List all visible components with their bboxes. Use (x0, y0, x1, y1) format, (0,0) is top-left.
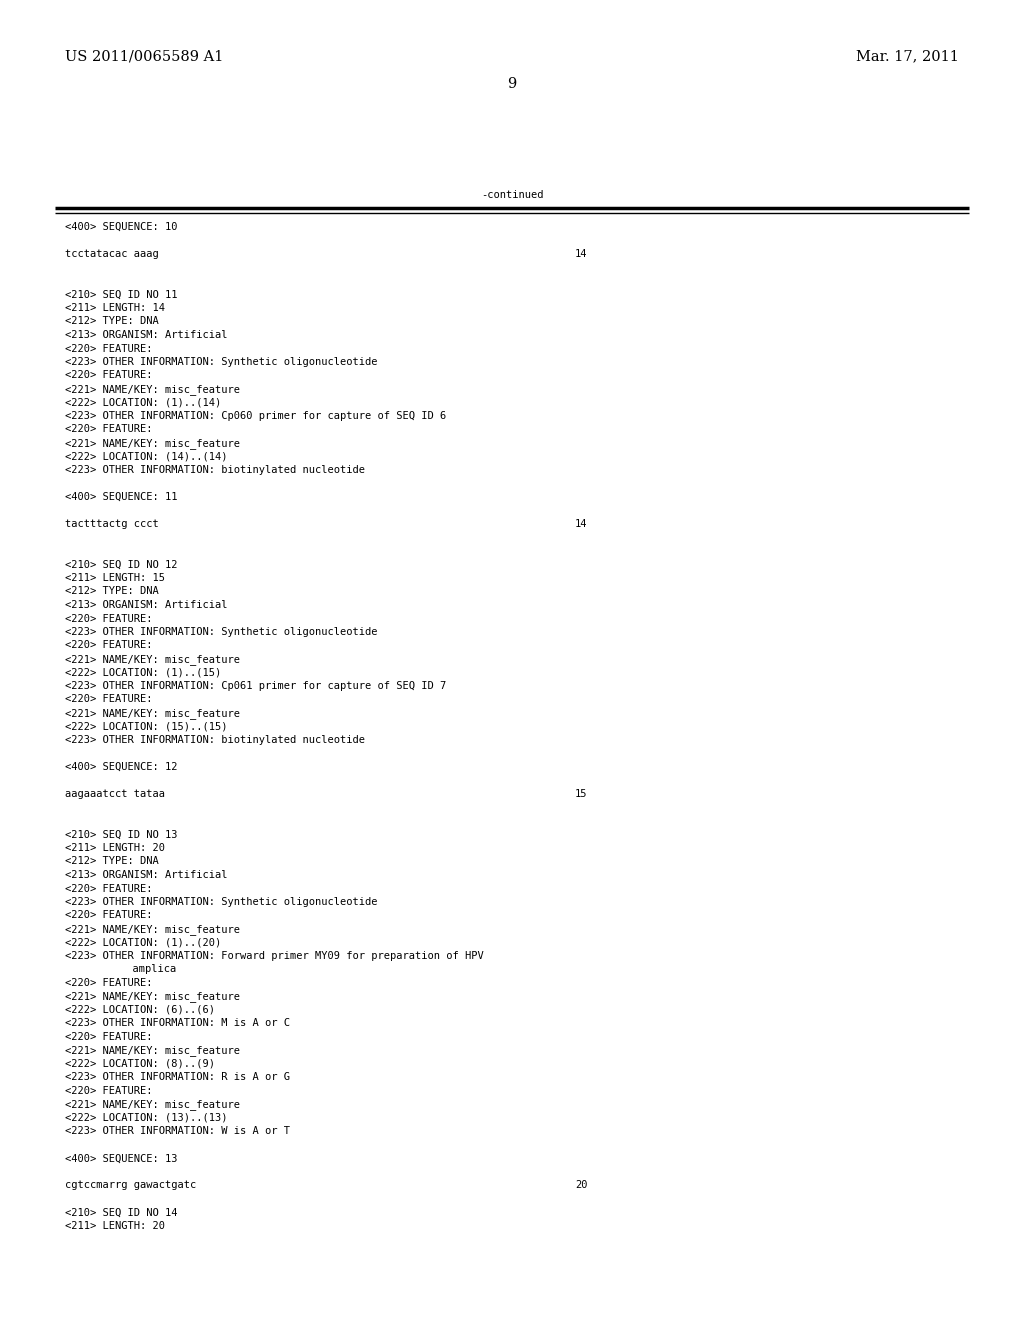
Text: <400> SEQUENCE: 10: <400> SEQUENCE: 10 (65, 222, 177, 232)
Text: <222> LOCATION: (13)..(13): <222> LOCATION: (13)..(13) (65, 1113, 227, 1123)
Text: <223> OTHER INFORMATION: Synthetic oligonucleotide: <223> OTHER INFORMATION: Synthetic oligo… (65, 356, 378, 367)
Text: cgtccmarrg gawactgatc: cgtccmarrg gawactgatc (65, 1180, 197, 1191)
Text: Mar. 17, 2011: Mar. 17, 2011 (856, 49, 959, 63)
Text: <220> FEATURE:: <220> FEATURE: (65, 425, 153, 434)
Text: <222> LOCATION: (8)..(9): <222> LOCATION: (8)..(9) (65, 1059, 215, 1069)
Text: 20: 20 (575, 1180, 588, 1191)
Text: 15: 15 (575, 789, 588, 799)
Text: <220> FEATURE:: <220> FEATURE: (65, 640, 153, 651)
Text: <221> NAME/KEY: misc_feature: <221> NAME/KEY: misc_feature (65, 1045, 240, 1056)
Text: <221> NAME/KEY: misc_feature: <221> NAME/KEY: misc_feature (65, 991, 240, 1002)
Text: tactttactg ccct: tactttactg ccct (65, 519, 159, 529)
Text: <223> OTHER INFORMATION: biotinylated nucleotide: <223> OTHER INFORMATION: biotinylated nu… (65, 465, 365, 475)
Text: US 2011/0065589 A1: US 2011/0065589 A1 (65, 49, 223, 63)
Text: <211> LENGTH: 20: <211> LENGTH: 20 (65, 843, 165, 853)
Text: <213> ORGANISM: Artificial: <213> ORGANISM: Artificial (65, 870, 227, 880)
Text: <223> OTHER INFORMATION: M is A or C: <223> OTHER INFORMATION: M is A or C (65, 1019, 290, 1028)
Text: <211> LENGTH: 14: <211> LENGTH: 14 (65, 304, 165, 313)
Text: <221> NAME/KEY: misc_feature: <221> NAME/KEY: misc_feature (65, 708, 240, 719)
Text: <222> LOCATION: (1)..(14): <222> LOCATION: (1)..(14) (65, 397, 221, 408)
Text: aagaaatcct tataa: aagaaatcct tataa (65, 789, 165, 799)
Text: <220> FEATURE:: <220> FEATURE: (65, 1086, 153, 1096)
Text: <220> FEATURE:: <220> FEATURE: (65, 371, 153, 380)
Text: <210> SEQ ID NO 12: <210> SEQ ID NO 12 (65, 560, 177, 569)
Text: <220> FEATURE:: <220> FEATURE: (65, 1032, 153, 1041)
Text: <210> SEQ ID NO 13: <210> SEQ ID NO 13 (65, 829, 177, 840)
Text: <222> LOCATION: (1)..(15): <222> LOCATION: (1)..(15) (65, 668, 221, 677)
Text: <222> LOCATION: (6)..(6): <222> LOCATION: (6)..(6) (65, 1005, 215, 1015)
Text: <211> LENGTH: 15: <211> LENGTH: 15 (65, 573, 165, 583)
Text: <212> TYPE: DNA: <212> TYPE: DNA (65, 857, 159, 866)
Text: <211> LENGTH: 20: <211> LENGTH: 20 (65, 1221, 165, 1232)
Text: <221> NAME/KEY: misc_feature: <221> NAME/KEY: misc_feature (65, 924, 240, 935)
Text: <221> NAME/KEY: misc_feature: <221> NAME/KEY: misc_feature (65, 653, 240, 665)
Text: <400> SEQUENCE: 13: <400> SEQUENCE: 13 (65, 1154, 177, 1163)
Text: <220> FEATURE:: <220> FEATURE: (65, 883, 153, 894)
Text: <223> OTHER INFORMATION: Synthetic oligonucleotide: <223> OTHER INFORMATION: Synthetic oligo… (65, 898, 378, 907)
Text: tcctatacac aaag: tcctatacac aaag (65, 249, 159, 259)
Text: <220> FEATURE:: <220> FEATURE: (65, 694, 153, 705)
Text: <221> NAME/KEY: misc_feature: <221> NAME/KEY: misc_feature (65, 438, 240, 449)
Text: <210> SEQ ID NO 14: <210> SEQ ID NO 14 (65, 1208, 177, 1217)
Text: <213> ORGANISM: Artificial: <213> ORGANISM: Artificial (65, 601, 227, 610)
Text: <223> OTHER INFORMATION: biotinylated nucleotide: <223> OTHER INFORMATION: biotinylated nu… (65, 735, 365, 744)
Text: <220> FEATURE:: <220> FEATURE: (65, 911, 153, 920)
Text: 14: 14 (575, 249, 588, 259)
Text: -continued: -continued (480, 190, 544, 201)
Text: <221> NAME/KEY: misc_feature: <221> NAME/KEY: misc_feature (65, 1100, 240, 1110)
Text: <223> OTHER INFORMATION: W is A or T: <223> OTHER INFORMATION: W is A or T (65, 1126, 290, 1137)
Text: <223> OTHER INFORMATION: Synthetic oligonucleotide: <223> OTHER INFORMATION: Synthetic oligo… (65, 627, 378, 638)
Text: amplica: amplica (95, 965, 176, 974)
Text: <220> FEATURE:: <220> FEATURE: (65, 343, 153, 354)
Text: <220> FEATURE:: <220> FEATURE: (65, 978, 153, 987)
Text: <212> TYPE: DNA: <212> TYPE: DNA (65, 586, 159, 597)
Text: <220> FEATURE:: <220> FEATURE: (65, 614, 153, 623)
Text: <210> SEQ ID NO 11: <210> SEQ ID NO 11 (65, 289, 177, 300)
Text: <223> OTHER INFORMATION: R is A or G: <223> OTHER INFORMATION: R is A or G (65, 1072, 290, 1082)
Text: <223> OTHER INFORMATION: Forward primer MY09 for preparation of HPV: <223> OTHER INFORMATION: Forward primer … (65, 950, 483, 961)
Text: <223> OTHER INFORMATION: Cp061 primer for capture of SEQ ID 7: <223> OTHER INFORMATION: Cp061 primer fo… (65, 681, 446, 690)
Text: 14: 14 (575, 519, 588, 529)
Text: <222> LOCATION: (15)..(15): <222> LOCATION: (15)..(15) (65, 722, 227, 731)
Text: <400> SEQUENCE: 12: <400> SEQUENCE: 12 (65, 762, 177, 772)
Text: <223> OTHER INFORMATION: Cp060 primer for capture of SEQ ID 6: <223> OTHER INFORMATION: Cp060 primer fo… (65, 411, 446, 421)
Text: <212> TYPE: DNA: <212> TYPE: DNA (65, 317, 159, 326)
Text: <213> ORGANISM: Artificial: <213> ORGANISM: Artificial (65, 330, 227, 341)
Text: <400> SEQUENCE: 11: <400> SEQUENCE: 11 (65, 492, 177, 502)
Text: <222> LOCATION: (1)..(20): <222> LOCATION: (1)..(20) (65, 937, 221, 948)
Text: <221> NAME/KEY: misc_feature: <221> NAME/KEY: misc_feature (65, 384, 240, 395)
Text: 9: 9 (507, 77, 517, 91)
Text: <222> LOCATION: (14)..(14): <222> LOCATION: (14)..(14) (65, 451, 227, 462)
